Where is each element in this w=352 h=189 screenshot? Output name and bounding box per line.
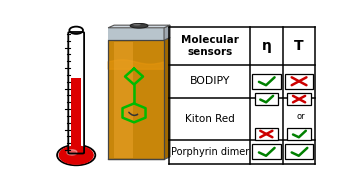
- Bar: [108, 28, 164, 40]
- Polygon shape: [108, 38, 170, 40]
- Text: η: η: [262, 39, 271, 53]
- Ellipse shape: [133, 24, 141, 26]
- Polygon shape: [164, 38, 170, 160]
- Circle shape: [69, 27, 83, 34]
- Bar: [114, 42, 133, 158]
- Circle shape: [59, 146, 93, 164]
- FancyArrowPatch shape: [129, 112, 138, 115]
- Bar: [288, 93, 311, 105]
- Bar: [252, 144, 281, 159]
- Bar: [255, 128, 278, 140]
- Text: or: or: [296, 112, 305, 121]
- Bar: [285, 74, 313, 89]
- Bar: [108, 40, 164, 160]
- Text: Kiton Red: Kiton Red: [185, 114, 234, 124]
- Polygon shape: [164, 25, 170, 40]
- Bar: [108, 40, 164, 160]
- Polygon shape: [108, 25, 170, 28]
- Bar: [255, 93, 278, 105]
- Polygon shape: [108, 60, 164, 69]
- Circle shape: [67, 150, 77, 155]
- Text: Molecular
sensors: Molecular sensors: [181, 35, 239, 57]
- Bar: [71, 78, 81, 153]
- Text: Porphyrin dimer: Porphyrin dimer: [171, 147, 249, 157]
- Ellipse shape: [130, 23, 148, 28]
- FancyBboxPatch shape: [68, 32, 84, 153]
- Bar: [285, 144, 313, 159]
- Text: T: T: [294, 39, 304, 53]
- Text: BODIPY: BODIPY: [189, 76, 230, 86]
- Bar: [288, 128, 311, 140]
- Bar: [252, 74, 281, 89]
